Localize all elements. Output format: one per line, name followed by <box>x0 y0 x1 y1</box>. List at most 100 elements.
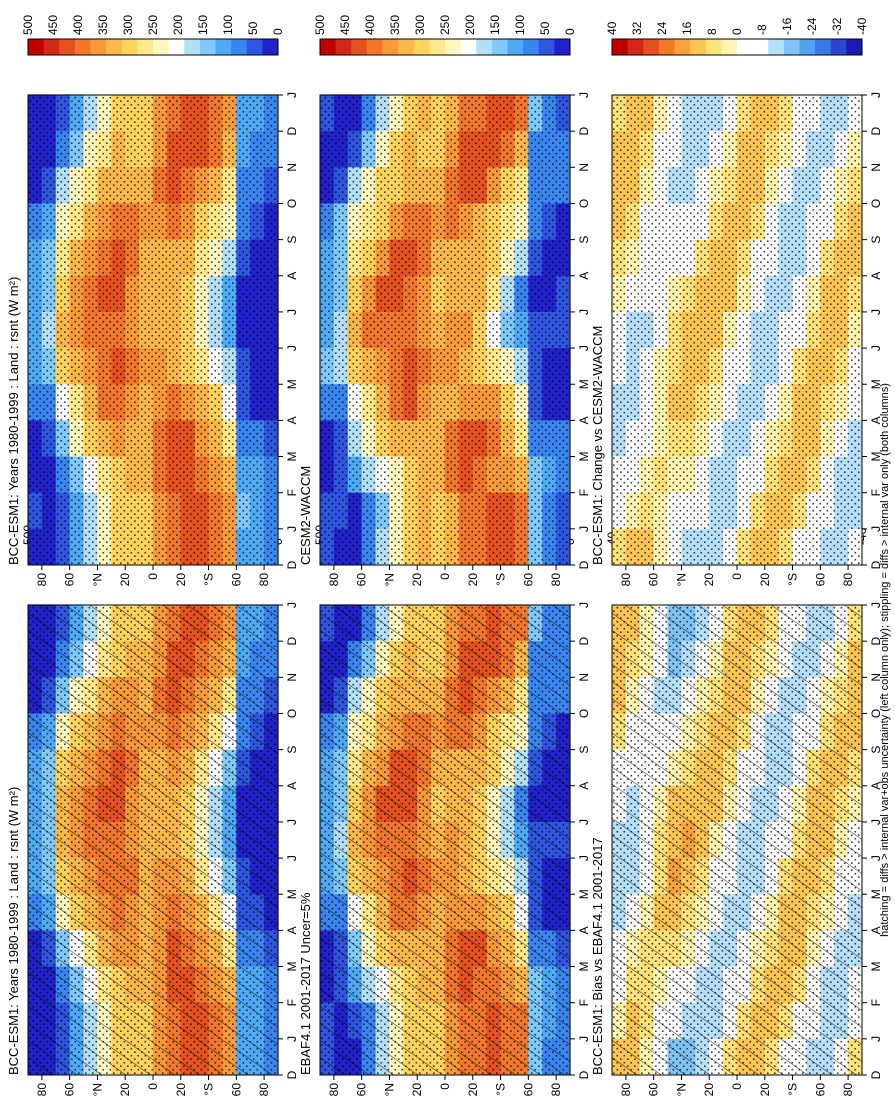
month-tick-label: D <box>285 126 299 135</box>
month-tick-label: A <box>577 782 591 790</box>
colorbar-swatch <box>658 39 675 55</box>
month-tick-label: D <box>869 126 883 135</box>
month-tick-label: S <box>577 236 591 244</box>
colorbar-label: 450 <box>46 15 60 35</box>
lat-tick-label: 80 <box>619 1083 633 1097</box>
colorbar-label: 400 <box>363 15 377 35</box>
lat-tick-label: 60 <box>229 573 243 587</box>
month-tick-label: D <box>285 560 299 569</box>
month-tick-label: J <box>869 602 883 608</box>
month-tick-label: D <box>869 560 883 569</box>
month-tick-label: A <box>869 782 883 790</box>
colorbar-swatch <box>538 39 555 55</box>
colorbar-frame <box>27 38 279 56</box>
month-tick-label: J <box>285 855 299 861</box>
month-tick-label: F <box>285 489 299 496</box>
lat-tick-label: 20 <box>174 1083 188 1097</box>
lat-tick-label: 80 <box>619 573 633 587</box>
colorbar-label: 250 <box>146 15 160 35</box>
lat-tick-label: 20 <box>410 1083 424 1097</box>
colorbar-swatch <box>74 39 91 55</box>
lat-tick-label: °S <box>786 1083 800 1096</box>
colorbar-swatch <box>721 39 738 55</box>
colorbar-label: 350 <box>96 15 110 35</box>
lat-tick-label: 20 <box>702 573 716 587</box>
month-tick-label: D <box>869 636 883 645</box>
colorbar-label: -32 <box>830 17 844 35</box>
colorbar-swatch <box>231 39 248 55</box>
month-tick-label: A <box>285 782 299 790</box>
month-tick-label: N <box>577 163 591 172</box>
month-tick-label: J <box>285 309 299 315</box>
colorbar-swatch <box>28 39 45 55</box>
lat-tick-label: 80 <box>257 573 271 587</box>
colorbar-label: 150 <box>488 15 502 35</box>
plot-area: D J F M A M J J A S O N D J 80 60 °N 20 0 20 °S 60 80 <box>319 92 591 587</box>
colorbar-swatch <box>90 39 107 55</box>
month-tick-label: M <box>577 379 591 389</box>
stipple-overlay <box>28 95 278 565</box>
lat-tick-label: 80 <box>327 1083 341 1097</box>
colorbar-label: 150 <box>196 15 210 35</box>
month-tick-label: F <box>285 999 299 1006</box>
lat-tick-label: 60 <box>647 573 661 587</box>
colorbar-swatch <box>398 39 415 55</box>
lat-tick-label: °N <box>674 1083 688 1096</box>
lat-tick-label: 20 <box>174 573 188 587</box>
panel-title: CESM2-WACCM <box>298 466 313 565</box>
panel-model-1980-1999-hatched: D J F M A M J J A S O N D J 80 60 °N 20 0 20 °S 60 80 BCC-ESM1:… <box>6 525 299 1097</box>
month-tick-label: F <box>869 489 883 496</box>
month-tick-label: M <box>577 889 591 899</box>
colorbar-label: 350 <box>388 15 402 35</box>
hatch-overlay <box>28 605 278 1075</box>
footnote: hatching = diffs > internal var+obs unce… <box>879 383 891 937</box>
lat-tick-label: 20 <box>466 1083 480 1097</box>
plot-area: D J F M A M J J A S O N D J 80 60 °N 20 0 20 °S 60 80 <box>611 602 883 1097</box>
lat-tick-label: 80 <box>549 573 563 587</box>
month-tick-label: O <box>577 709 591 718</box>
month-tick-label: A <box>869 926 883 934</box>
month-tick-label: J <box>869 92 883 98</box>
stipple-overlay <box>320 95 570 565</box>
lat-tick-label: 20 <box>758 573 772 587</box>
month-tick-label: A <box>577 926 591 934</box>
colorbar-label: 50 <box>246 21 260 35</box>
month-tick-label: M <box>285 452 299 462</box>
colorbar-swatch <box>445 39 462 55</box>
lat-tick-label: 80 <box>327 573 341 587</box>
lat-tick-label: °N <box>674 573 688 586</box>
month-tick-label: S <box>869 236 883 244</box>
colorbar-label: 300 <box>413 15 427 35</box>
lat-tick-label: °S <box>202 1083 216 1096</box>
colorbar-label: 100 <box>513 15 527 35</box>
colorbar-swatch <box>476 39 493 55</box>
colorbar-label: 16 <box>680 21 694 35</box>
colorbar-label: 32 <box>630 21 644 35</box>
colorbar-label: 500 <box>21 15 35 35</box>
month-tick-label: N <box>577 673 591 682</box>
colorbar-label: 450 <box>338 15 352 35</box>
plot-area: D J F M A M J J A S O N D J 80 60 °N 20 0 20 °S 60 80 <box>27 602 299 1097</box>
hatch-overlay <box>612 605 862 1075</box>
colorbar-label: 50 <box>538 21 552 35</box>
lat-tick-label: 60 <box>355 573 369 587</box>
month-tick-label: D <box>285 1070 299 1079</box>
colorbar-swatch <box>429 39 446 55</box>
month-tick-label: J <box>869 309 883 315</box>
month-tick-label: J <box>577 855 591 861</box>
month-tick-label: J <box>869 526 883 532</box>
month-tick-label: A <box>285 416 299 424</box>
colorbar-swatch <box>737 39 754 55</box>
month-tick-label: N <box>869 163 883 172</box>
colorbar-swatch <box>460 39 477 55</box>
month-tick-label: A <box>869 416 883 424</box>
colorbar-swatch <box>752 39 769 55</box>
lat-tick-label: 20 <box>118 573 132 587</box>
colorbar-label: 300 <box>121 15 135 35</box>
month-tick-label: O <box>869 709 883 718</box>
lat-tick-label: °S <box>202 573 216 586</box>
month-tick-label: M <box>577 452 591 462</box>
lat-tick-label: 0 <box>730 573 744 580</box>
colorbar-swatch <box>43 39 60 55</box>
